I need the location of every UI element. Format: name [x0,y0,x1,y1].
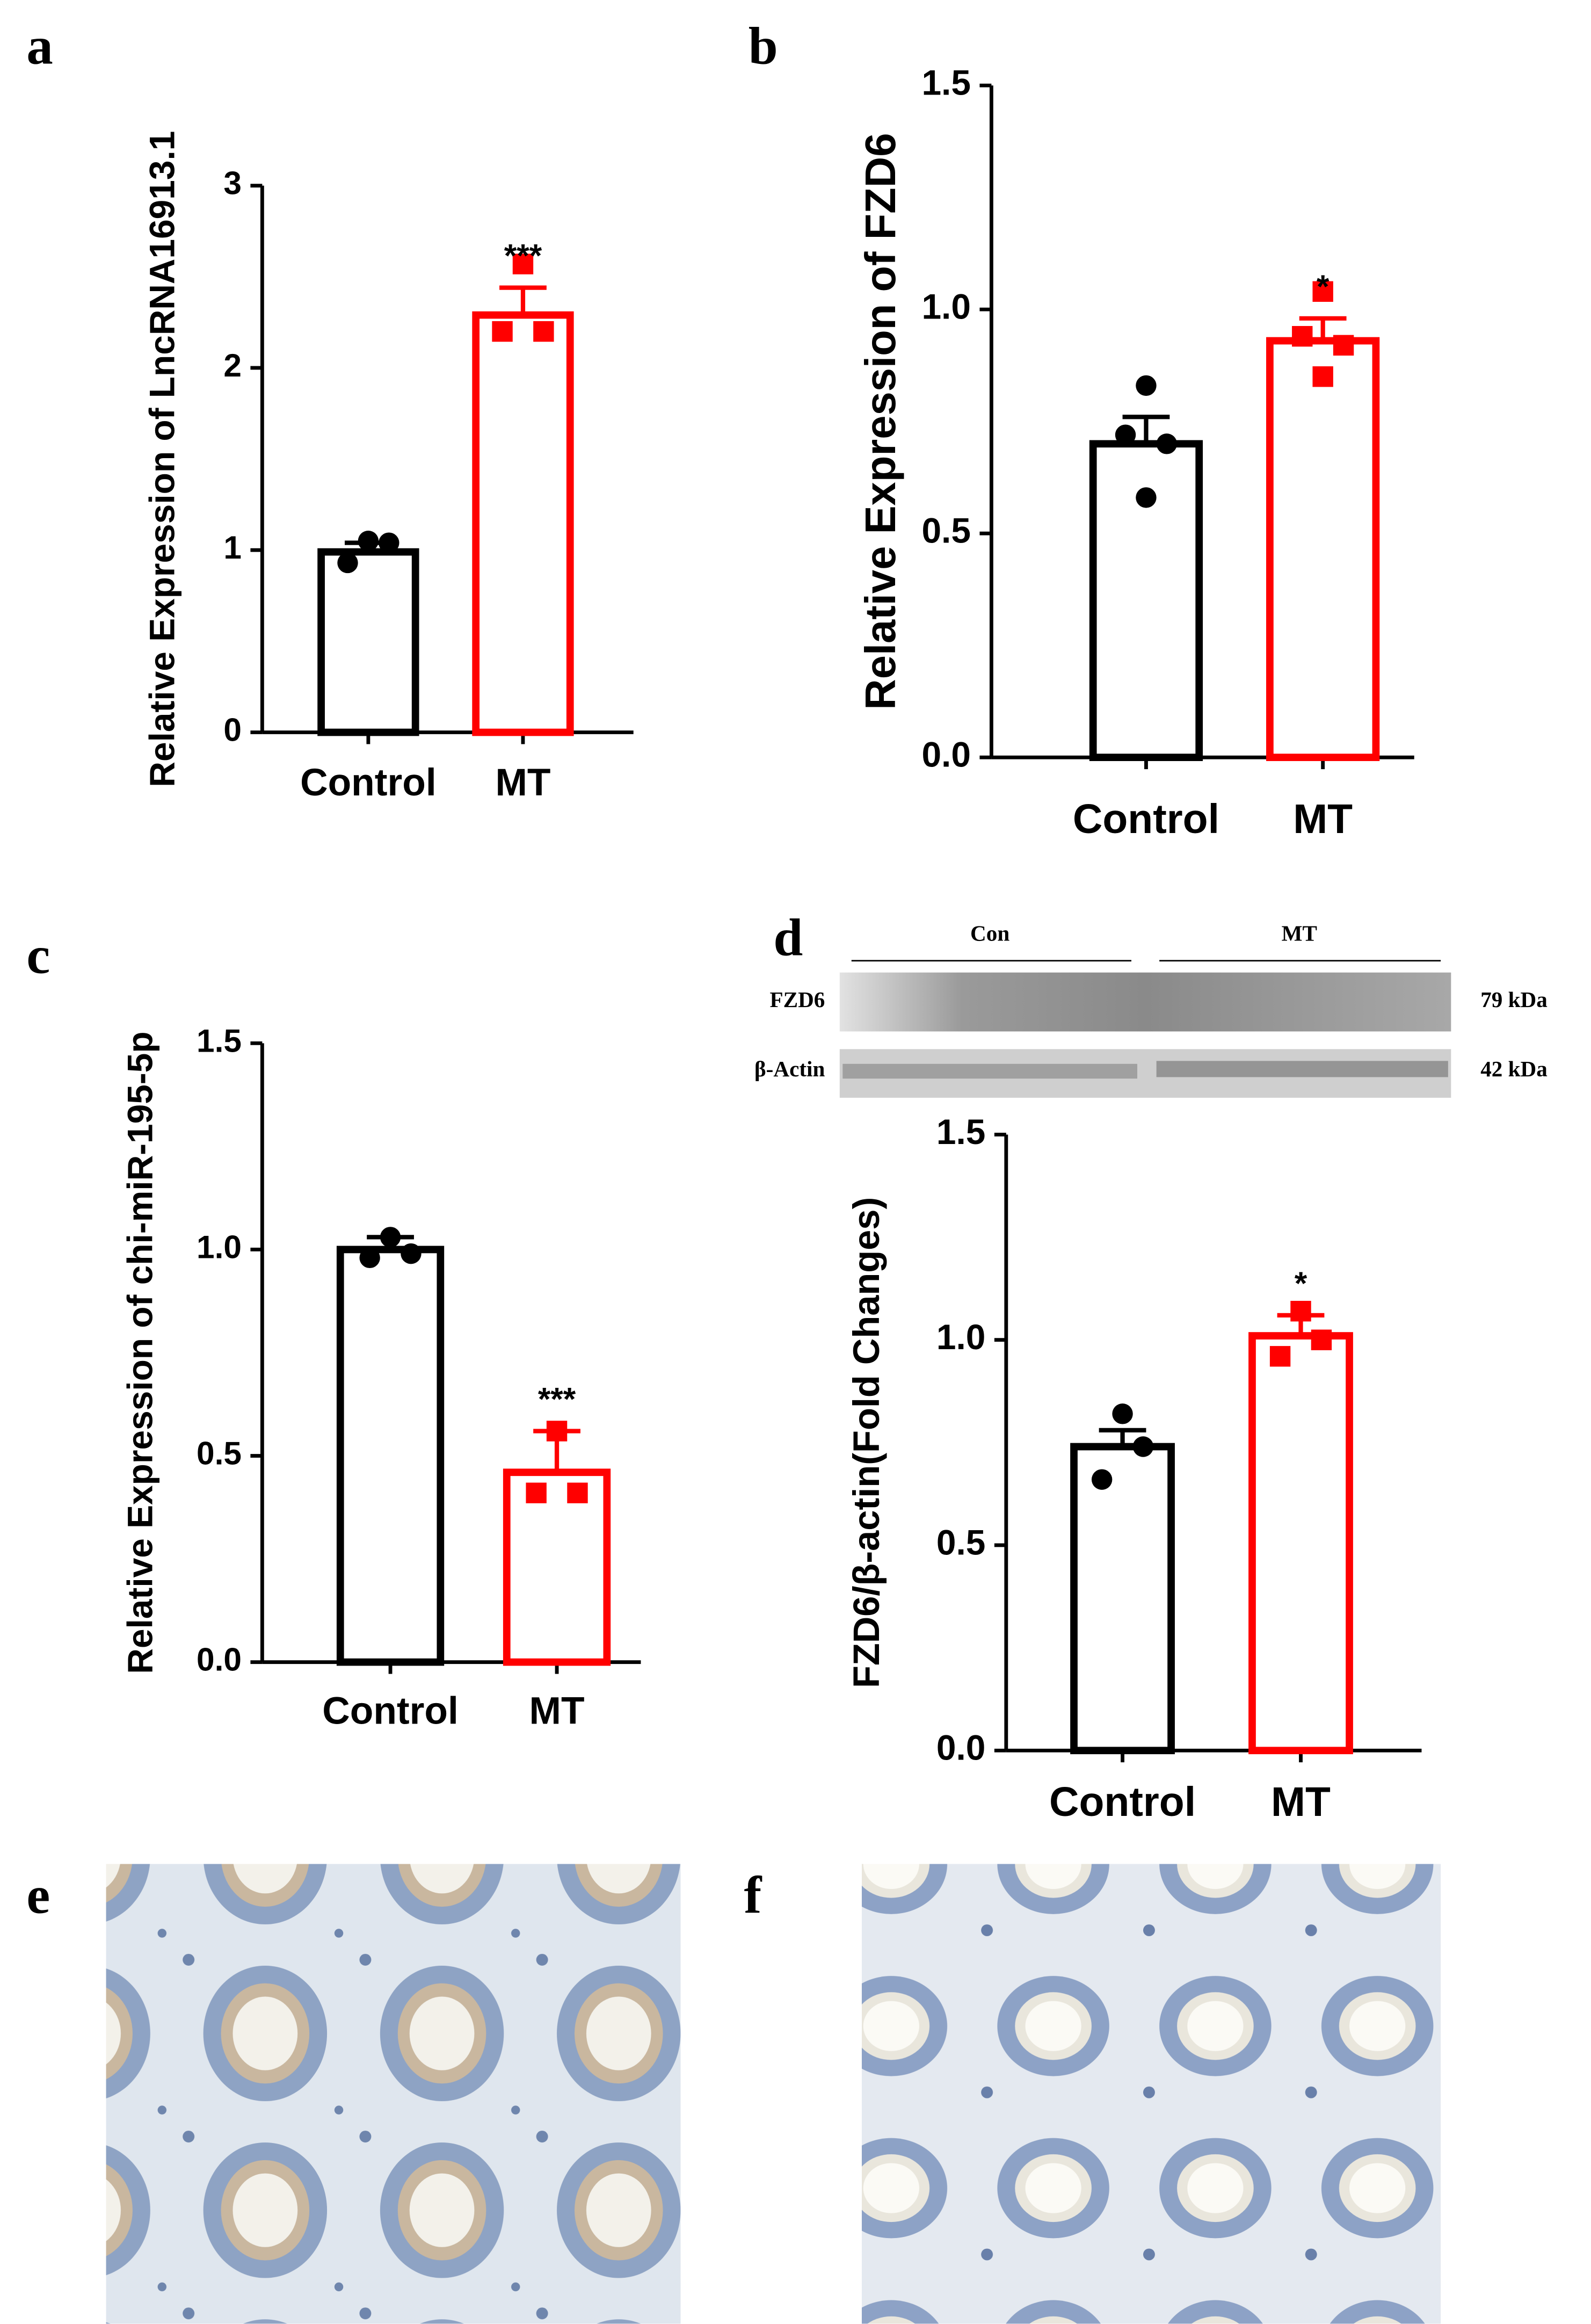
data-point [526,1482,547,1503]
significance: *** [538,1381,576,1417]
data-point [1091,1469,1113,1490]
x-tick-label: Control [1049,1779,1196,1825]
y-tick-label: 1.5 [921,63,971,103]
panel-label: f [744,1866,762,1925]
data-point [1311,1329,1332,1350]
panel-label: b [749,17,778,76]
y-tick-label: 1.0 [197,1228,242,1265]
y-axis-label: Relative Expression of FZD6 [856,133,904,710]
bar [1266,337,1380,762]
data-point [1269,1346,1291,1367]
blot-row-label: β-Actin [754,1056,825,1081]
micrograph [106,1864,681,2324]
y-axis-label: Relative Expression of LncRNA16913.1 [142,131,182,787]
data-point [379,532,399,553]
data-point [401,1243,422,1264]
y-tick-label: 1.0 [921,287,971,327]
y-tick-label: 1.5 [197,1022,242,1059]
blot-size: 42 kDa [1480,1056,1548,1081]
blot-row-label: FZD6 [770,987,825,1012]
x-tick-label: Control [322,1689,459,1732]
bar [472,311,574,736]
data-point [1156,433,1178,454]
bar [336,1246,445,1666]
panel-label: e [26,1866,50,1925]
bar [1248,1332,1353,1755]
panel-label: a [26,17,53,76]
significance: * [1295,1265,1307,1301]
y-tick-label: 0.0 [936,1728,986,1768]
blot-size: 79 kDa [1480,987,1548,1012]
blot-group: Con [970,921,1009,946]
data-point [567,1482,588,1503]
x-tick-label: MT [495,761,550,804]
y-tick-label: 0.0 [197,1641,242,1678]
y-tick-label: 0.5 [921,511,971,551]
blot-group: MT [1282,921,1317,946]
x-tick-label: Control [1073,796,1219,842]
x-tick-label: MT [1271,1779,1331,1825]
blot-band [842,1063,1137,1079]
data-point [1312,281,1333,302]
y-tick-label: 0.5 [936,1522,986,1562]
y-tick-label: 0 [223,711,242,748]
data-point [359,1247,380,1269]
panel-label: d [773,908,803,967]
data-point [1136,487,1157,508]
panel-label: c [26,926,50,984]
data-point [1312,366,1333,387]
x-tick-label: MT [1293,796,1353,842]
data-point [1292,325,1313,347]
significance: * [1317,268,1330,305]
x-tick-label: MT [529,1689,585,1732]
data-point [533,321,554,342]
y-tick-label: 0.0 [921,735,971,774]
data-point [1112,1403,1133,1424]
y-tick-label: 1.0 [936,1317,986,1357]
bar [1070,1443,1175,1755]
y-tick-label: 1 [223,529,242,566]
blot-strip [839,972,1451,1032]
data-point [1136,375,1157,396]
data-point [358,531,379,552]
blot-band [1156,1061,1448,1077]
micrograph [861,1864,1441,2324]
data-point [546,1421,568,1442]
y-tick-label: 3 [223,165,242,201]
y-axis-label: Relative Expression of chi-miR-195-5p [120,1031,160,1674]
data-point [1333,335,1354,356]
bar [317,548,419,736]
y-tick-label: 0.5 [197,1435,242,1471]
y-axis-label: FZD6/β-actin(Fold Changes) [846,1197,887,1688]
data-point [492,321,513,342]
data-point [380,1227,401,1248]
bar [503,1468,611,1666]
significance: *** [504,237,542,274]
data-point [1115,424,1136,445]
y-tick-label: 2 [223,347,242,383]
data-point [512,254,534,274]
data-point [337,552,358,574]
y-tick-label: 1.5 [936,1112,986,1152]
data-point [1132,1436,1154,1457]
data-point [1290,1301,1311,1322]
x-tick-label: Control [300,761,437,804]
